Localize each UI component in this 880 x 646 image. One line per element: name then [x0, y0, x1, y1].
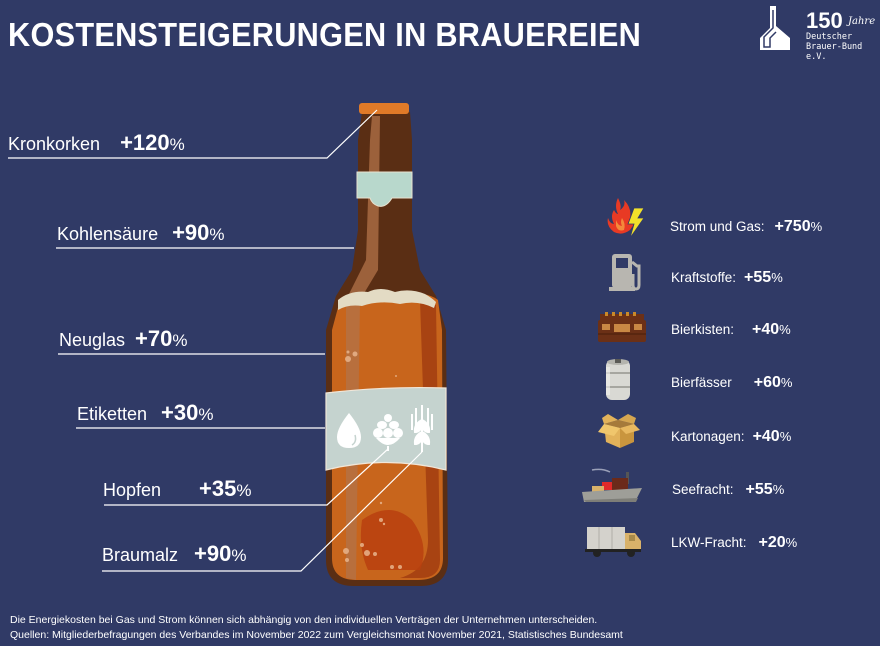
cost-item-bierkisten: Bierkisten: +40%	[671, 321, 791, 339]
item-value: +90%	[172, 220, 225, 245]
footnote-energy: Die Energiekosten bei Gas und Strom könn…	[10, 614, 598, 626]
logo-anniversary-number: 150	[806, 8, 843, 33]
cost-item-kronkorken: Kronkorken +120%	[8, 130, 185, 156]
item-name: Kronkorken	[8, 134, 101, 154]
cost-item-lkw-fracht: LKW-Fracht: +20%	[671, 534, 797, 552]
item-value: +120%	[120, 130, 185, 155]
item-name: Seefracht:	[672, 482, 734, 497]
item-name: Kraftstoffe:	[671, 270, 737, 285]
item-value: +70%	[135, 326, 188, 351]
item-name: Etiketten	[77, 404, 148, 424]
cost-item-etiketten: Etiketten +30%	[77, 400, 214, 426]
leader-lines	[8, 109, 423, 572]
item-value: +20%	[758, 534, 798, 551]
cardboard-box-icon	[598, 414, 640, 448]
item-name: Bierfässer	[671, 375, 732, 390]
cost-item-neuglas: Neuglas +70%	[59, 326, 188, 352]
fuel-pump-icon	[609, 254, 641, 291]
item-value: +40%	[752, 428, 792, 445]
fire-lightning-icon	[607, 198, 645, 239]
item-value: +60%	[753, 374, 793, 391]
item-value: +90%	[194, 541, 247, 566]
brauer-bund-logo: 150 Jahre Deutscher Brauer-Bund e.V.	[756, 4, 880, 62]
water-drop-icon	[337, 413, 361, 448]
truck-icon	[585, 527, 641, 557]
item-value: +55%	[745, 481, 785, 498]
footnote-sources: Quellen: Mitgliederbefragungen des Verba…	[10, 629, 623, 641]
item-name: Braumalz	[102, 545, 179, 565]
logo-org-line2: Brauer-Bund e.V.	[806, 42, 863, 62]
item-value: +35%	[199, 476, 252, 501]
wheat-ear-icon	[411, 405, 433, 452]
cost-item-kraftstoffe: Kraftstoffe: +55%	[671, 269, 783, 287]
bottle-cap	[359, 103, 409, 114]
item-name: Strom und Gas:	[670, 219, 765, 234]
cost-item-kohlensaeure: Kohlensäure +90%	[57, 220, 225, 246]
page-title: KOSTENSTEIGERUNGEN IN BRAUEREIEN	[8, 16, 642, 53]
keg-icon	[606, 359, 630, 400]
cost-item-hopfen: Hopfen +35%	[103, 476, 252, 502]
logo-org-line1: Deutscher	[806, 32, 853, 42]
item-value: +750%	[774, 218, 823, 235]
item-value: +55%	[744, 269, 783, 286]
cost-item-seefracht: Seefracht: +55%	[672, 481, 784, 499]
item-name: Hopfen	[103, 480, 162, 500]
cost-item-braumalz: Braumalz +90%	[102, 541, 246, 567]
item-name: Bierkisten:	[671, 322, 735, 337]
brewing-kettle-icon	[760, 6, 790, 50]
item-name: Kohlensäure	[57, 224, 159, 244]
cost-item-strom-gas: Strom und Gas: +750%	[670, 218, 822, 236]
item-value: +30%	[161, 400, 214, 425]
item-name: Kartonagen:	[671, 429, 745, 444]
cost-item-bierfaesser: Bierfässer +60%	[671, 374, 792, 392]
beer-crate-icon	[598, 312, 646, 342]
cargo-ship-icon	[582, 468, 642, 502]
cost-item-kartonagen: Kartonagen: +40%	[671, 428, 791, 446]
item-name: LKW-Fracht:	[671, 535, 747, 550]
bubbles	[343, 350, 402, 569]
hop-cone-icon	[373, 414, 403, 451]
logo-jahre: Jahre	[848, 16, 876, 27]
item-value: +40%	[752, 321, 791, 338]
item-name: Neuglas	[59, 330, 126, 350]
